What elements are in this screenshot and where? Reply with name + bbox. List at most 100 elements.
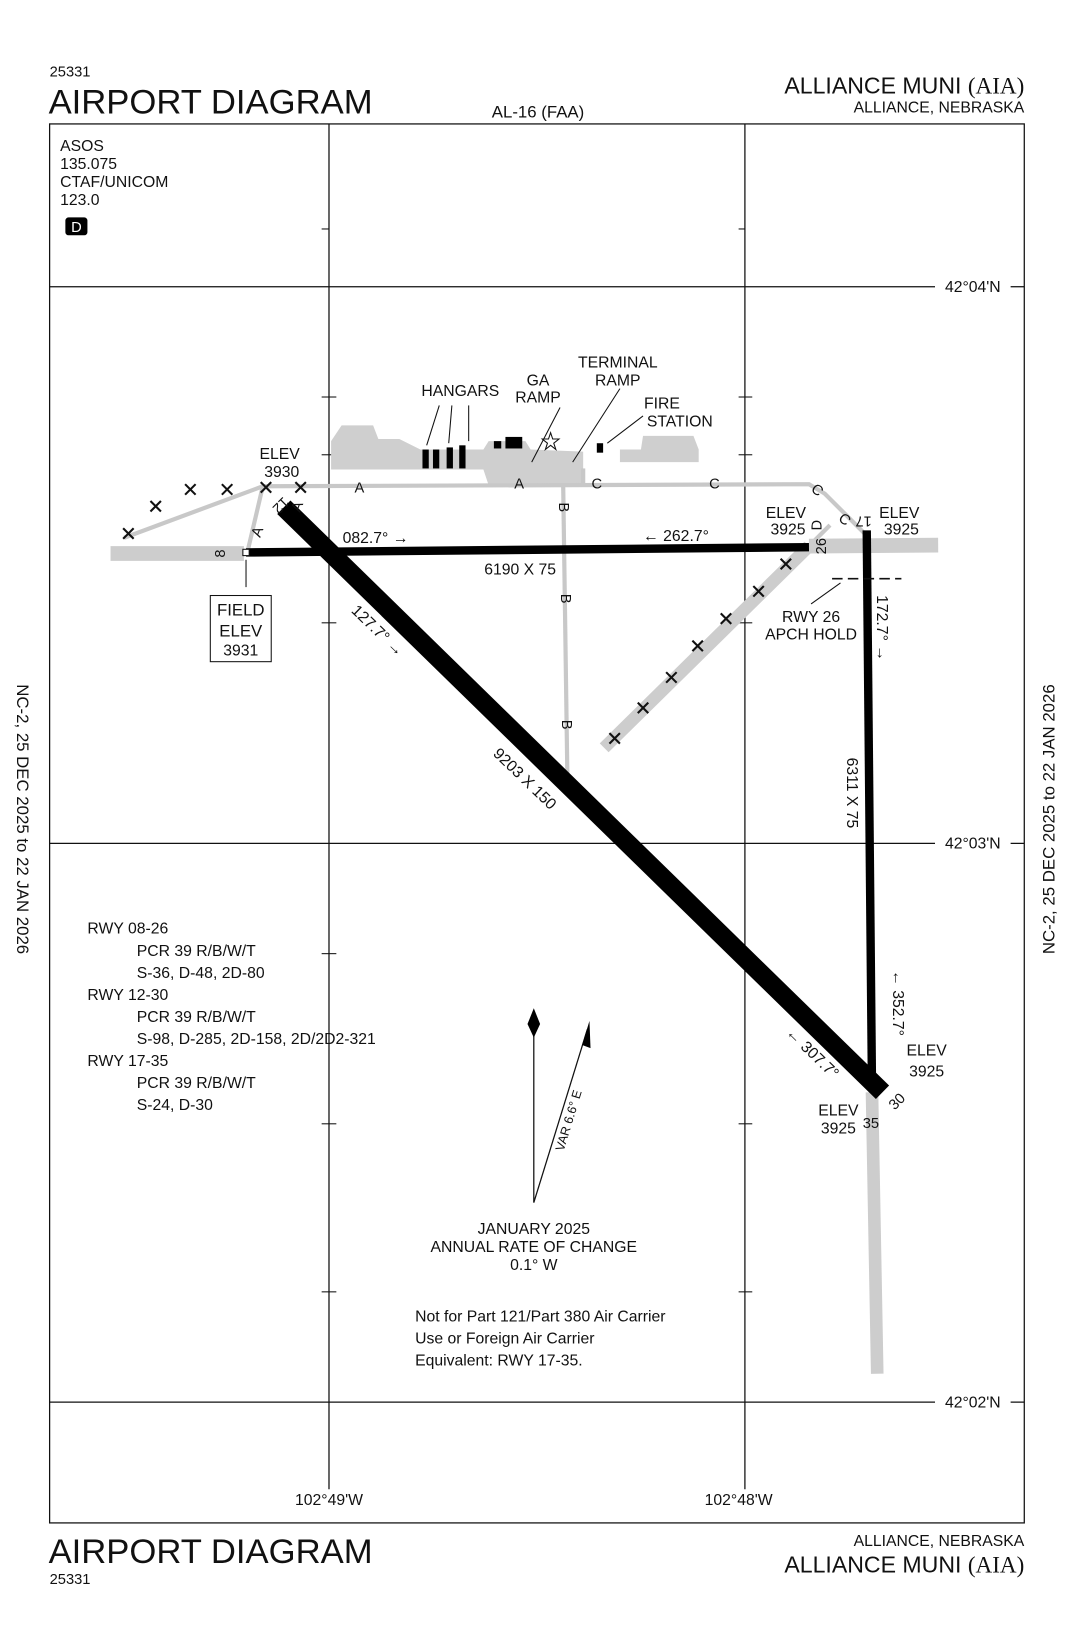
- closed-x-icon: [752, 585, 765, 598]
- taxiway-label: C: [592, 476, 603, 492]
- runway-info-line: PCR 39 R/B/W/T: [137, 943, 256, 960]
- closed-x-icon: [665, 671, 678, 684]
- closed-x-icon: [259, 481, 272, 494]
- runway-info-line: S-98, D-285, 2D-158, 2D/2D2-321: [137, 1031, 376, 1048]
- note-line: Equivalent: RWY 17-35.: [415, 1352, 583, 1369]
- field-elev-label: ELEV: [219, 621, 263, 640]
- ga-ramp-label: GA: [527, 372, 550, 389]
- taxiway-label: D: [810, 520, 826, 531]
- elev-value: 3930: [264, 464, 299, 481]
- footer-title: AIRPORT DIAGRAM: [49, 1533, 373, 1571]
- closed-x-icon: [779, 558, 792, 570]
- closed-marks-icon: [122, 481, 792, 745]
- side-note-left: NC-2, 25 DEC 2025 to 22 JAN 2026: [13, 684, 32, 954]
- field-elev-box: [209, 594, 272, 663]
- taxiway-label: B: [555, 502, 571, 512]
- note-line: Use or Foreign Air Carrier: [415, 1330, 594, 1347]
- d-badge-label: D: [71, 220, 82, 236]
- elev-value: 3925: [909, 1064, 944, 1081]
- chart-number: 25331: [50, 65, 91, 81]
- runway-info-line: S-24, D-30: [137, 1097, 213, 1114]
- taxiway-a-link: [245, 485, 265, 554]
- fire-station-label: FIRE: [644, 396, 680, 413]
- heading-26: ← 262.7°: [643, 528, 709, 545]
- closed-x-icon: [720, 612, 732, 625]
- airport-location: ALLIANCE, NEBRASKA: [854, 99, 1025, 116]
- runway-info-line: S-36, D-48, 2D-80: [137, 965, 265, 982]
- heading-08: 082.7° →: [343, 530, 409, 547]
- elev-label: ELEV: [879, 505, 920, 522]
- elev-value: 3925: [821, 1120, 856, 1137]
- field-elev-label: FIELD: [217, 600, 265, 619]
- ga-ramp-label: RAMP: [515, 389, 561, 406]
- lat-label: 42°03'N: [945, 836, 1001, 853]
- heading-35: ← 352.7°: [889, 970, 906, 1036]
- page-title: AIRPORT DIAGRAM: [49, 83, 373, 121]
- taxiway-label: C: [709, 476, 720, 492]
- ramp-area: [331, 425, 584, 486]
- field-elev-value: 3931: [223, 642, 258, 659]
- dims-08-26: 6190 X 75: [484, 562, 556, 579]
- footer-location: ALLIANCE, NEBRASKA: [854, 1533, 1025, 1550]
- side-note-right: NC-2, 25 DEC 2025 to 22 JAN 2026: [1040, 684, 1059, 954]
- elev-value: 3925: [884, 522, 919, 539]
- closed-runway: [599, 541, 814, 753]
- hangar-leaders: [245, 388, 841, 605]
- apch-hold-label: RWY 26: [782, 609, 840, 626]
- rwy-end-26: 26: [814, 538, 830, 554]
- procedure-id: AL-16 (FAA): [492, 103, 584, 122]
- lat-label: 42°04'N: [945, 279, 1001, 296]
- hangars: [422, 436, 604, 469]
- taxiway-label: A: [514, 476, 524, 492]
- magnetic-north-arrowhead-icon: [582, 1020, 591, 1049]
- footer-chart-number: 25331: [50, 1572, 91, 1588]
- runway-35-extension: [865, 1092, 884, 1374]
- rwy-end-35: 35: [863, 1116, 879, 1132]
- runway-17-35: [862, 530, 877, 1089]
- closed-x-icon: [608, 732, 621, 745]
- runway-info-rwy: RWY 17-35: [87, 1053, 168, 1070]
- comm-line: CTAF/UNICOM: [60, 174, 168, 191]
- comm-line: 135.075: [60, 156, 117, 173]
- runway-info-line: PCR 39 R/B/W/T: [137, 1009, 256, 1026]
- runway-info-rwy: RWY 12-30: [87, 987, 168, 1004]
- taxiway-label: A: [355, 481, 365, 497]
- runway-info-line: PCR 39 R/B/W/T: [137, 1075, 256, 1092]
- fire-station-label: STATION: [647, 413, 713, 430]
- magnetic-north-arrow: [533, 1029, 588, 1203]
- elev-value: 3925: [770, 522, 805, 539]
- runway-info: RWY 08-26 PCR 39 R/B/W/T S-36, D-48, 2D-…: [87, 921, 375, 1114]
- threshold-light: [242, 548, 250, 557]
- magnetic-date: JANUARY 2025: [478, 1221, 591, 1238]
- comm-line: 123.0: [60, 192, 100, 209]
- closed-x-icon: [184, 483, 197, 496]
- taxiway-a: [123, 482, 869, 540]
- true-north-arrowhead-icon: [527, 1008, 541, 1038]
- rwy-end-17: 17: [855, 513, 871, 529]
- grid-ticks: [321, 228, 753, 1293]
- closed-x-icon: [122, 527, 135, 540]
- runway-12-30: [277, 500, 890, 1100]
- elev-label: ELEV: [259, 446, 300, 463]
- rate-label: ANNUAL RATE OF CHANGE: [431, 1239, 638, 1256]
- apch-hold-label: APCH HOLD: [765, 627, 857, 644]
- taxiway-b: [561, 486, 570, 780]
- lat-label: 42°02'N: [945, 1394, 1001, 1411]
- lon-label: 102°49'W: [295, 1492, 363, 1509]
- terminal-star-icon: [540, 431, 561, 452]
- heading-17: 172.7° →: [873, 595, 890, 661]
- runway-26-extension: [808, 537, 939, 554]
- closed-x-icon: [637, 701, 650, 714]
- variation-label: VAR 6.6° E: [553, 1088, 585, 1152]
- taxiway-label: C: [835, 510, 854, 529]
- closed-x-icon: [691, 639, 704, 652]
- footer-airport-name: ALLIANCE MUNI (AIA): [784, 1551, 1024, 1577]
- elev-label: ELEV: [818, 1102, 859, 1119]
- chart-frame: [48, 123, 1025, 1524]
- closed-x-icon: [294, 481, 307, 494]
- hangars-label: HANGARS: [421, 383, 499, 400]
- rwy-end-30: 30: [886, 1091, 909, 1114]
- terminal-ramp-label: RAMP: [595, 372, 641, 389]
- taxiway-label: B: [557, 594, 573, 604]
